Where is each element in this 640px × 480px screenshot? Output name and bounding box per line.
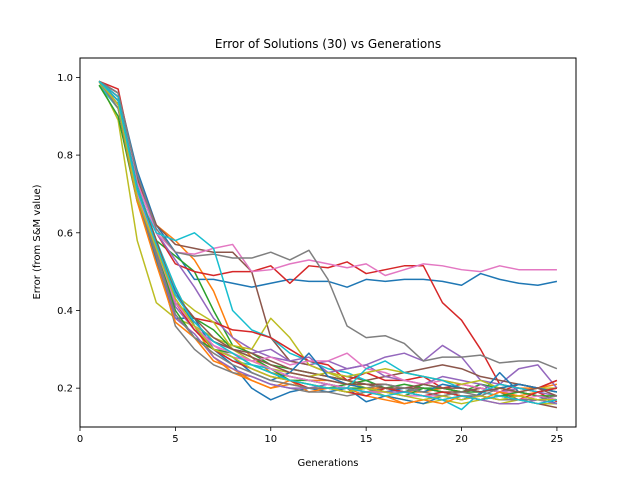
- x-tick-label: 20: [455, 434, 468, 445]
- chart-title: Error of Solutions (30) vs Generations: [215, 37, 441, 51]
- series-layer: [98, 80, 558, 411]
- x-tick-label: 25: [551, 434, 564, 445]
- y-tick-label: 0.4: [57, 306, 73, 317]
- y-tick-label: 0.6: [57, 228, 73, 239]
- y-axis-label: Error (from S&M value): [32, 184, 43, 299]
- y-tick-label: 0.2: [57, 384, 73, 395]
- series-line-8: [98, 80, 558, 370]
- series-line-30: [98, 80, 558, 405]
- x-tick-label: 15: [360, 434, 373, 445]
- plot-frame: [79, 57, 577, 428]
- series-line-4: [98, 80, 558, 403]
- y-tick-label: 0.8: [57, 151, 73, 162]
- x-tick-label: 5: [172, 434, 178, 445]
- x-axis: 0 5 10 15 20 25: [77, 427, 563, 445]
- x-axis-label: Generations: [298, 458, 359, 469]
- x-tick-label: 0: [77, 434, 83, 445]
- x-tick-label: 10: [264, 434, 277, 445]
- y-tick-label: 1.0: [57, 73, 73, 84]
- y-axis: 0.2 0.4 0.6 0.8 1.0: [57, 73, 80, 395]
